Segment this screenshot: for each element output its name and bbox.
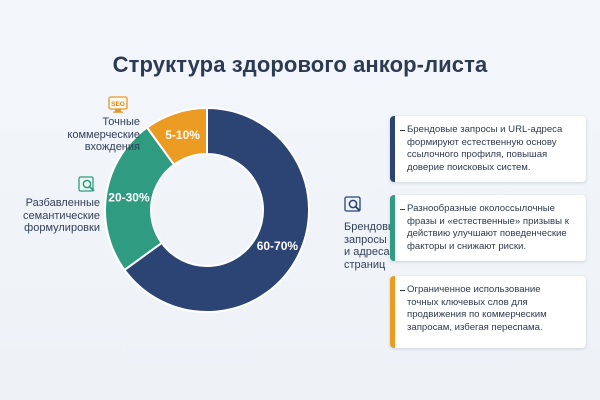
slice-label-line: Разбавленные: [25, 197, 100, 209]
value-label-exact: 5-10%: [165, 128, 200, 142]
card-text-line: продвижения по коммерческим: [407, 309, 547, 320]
card-text-line: Разнообразные околоссылочные: [407, 203, 555, 214]
card-text: Ограниченное использование точных ключев…: [400, 284, 578, 334]
slice-label-line: формулировки: [24, 222, 100, 234]
slice-label-line: коммерческие: [67, 128, 140, 141]
card-text-line: Брендовые запросы и URL-адреса: [407, 124, 563, 135]
search-icon: [344, 196, 361, 212]
slice-label-brand: Брендовые запросы и адреса страниц: [344, 221, 402, 271]
slice-label-line: и адреса: [344, 246, 390, 258]
card-text-line: факторы и снижают риски.: [407, 240, 527, 252]
slice-label-exact: Точные коммерческие вхождения: [40, 116, 140, 154]
magnifier-doc-icon: [78, 176, 95, 192]
value-label-semantic: 20-30%: [108, 191, 150, 205]
card-text-line: фразы и «естественные» призывы к: [407, 215, 569, 227]
slice-label-line: вхождения: [84, 141, 140, 153]
slice-exact: [145, 106, 208, 167]
slice-label-line: семантические: [23, 209, 100, 222]
card-text-line: точных ключевых слов для: [407, 296, 528, 308]
card-text-line: доверие поисковых систем.: [407, 161, 531, 173]
seo-icon: SEO: [108, 96, 128, 113]
card-accent-bar: [390, 195, 395, 261]
card-accent-bar: [390, 276, 395, 348]
info-card-semantic: Разнообразные околоссылочные фразы и «ес…: [390, 195, 586, 261]
seo-icon-text: SEO: [111, 101, 125, 108]
slice-brand: [123, 106, 310, 313]
card-text-line: запросам, избегая переспама.: [407, 321, 543, 333]
card-text-line: Ограниченное использование: [407, 284, 541, 295]
card-text: Брендовые запросы и URL-адреса формируют…: [400, 124, 578, 174]
info-card-brand: Брендовые запросы и URL-адреса формируют…: [390, 116, 586, 182]
value-label-brand: 60-70%: [257, 239, 299, 253]
card-text: Разнообразные околоссылочные фразы и «ес…: [400, 203, 578, 253]
card-accent-bar: [390, 116, 395, 182]
slice-label-semantic: Разбавленные семантические формулировки: [6, 197, 100, 235]
slice-label-line: Точные: [102, 116, 140, 128]
slice-label-line: запросы: [344, 233, 387, 246]
card-text-line: действию улучшают поведенческие: [407, 228, 567, 239]
slice-label-line: Брендовые: [344, 221, 402, 233]
card-text-line: ссылочного профиля, повышая: [407, 149, 548, 160]
page-title: Структура здорового анкор-листа: [112, 52, 488, 77]
card-text-line: формируют естественную основу: [407, 136, 557, 148]
slice-label-line: страниц: [344, 258, 386, 271]
info-card-exact: Ограниченное использование точных ключев…: [390, 276, 586, 348]
slice-semantic: [104, 126, 176, 272]
